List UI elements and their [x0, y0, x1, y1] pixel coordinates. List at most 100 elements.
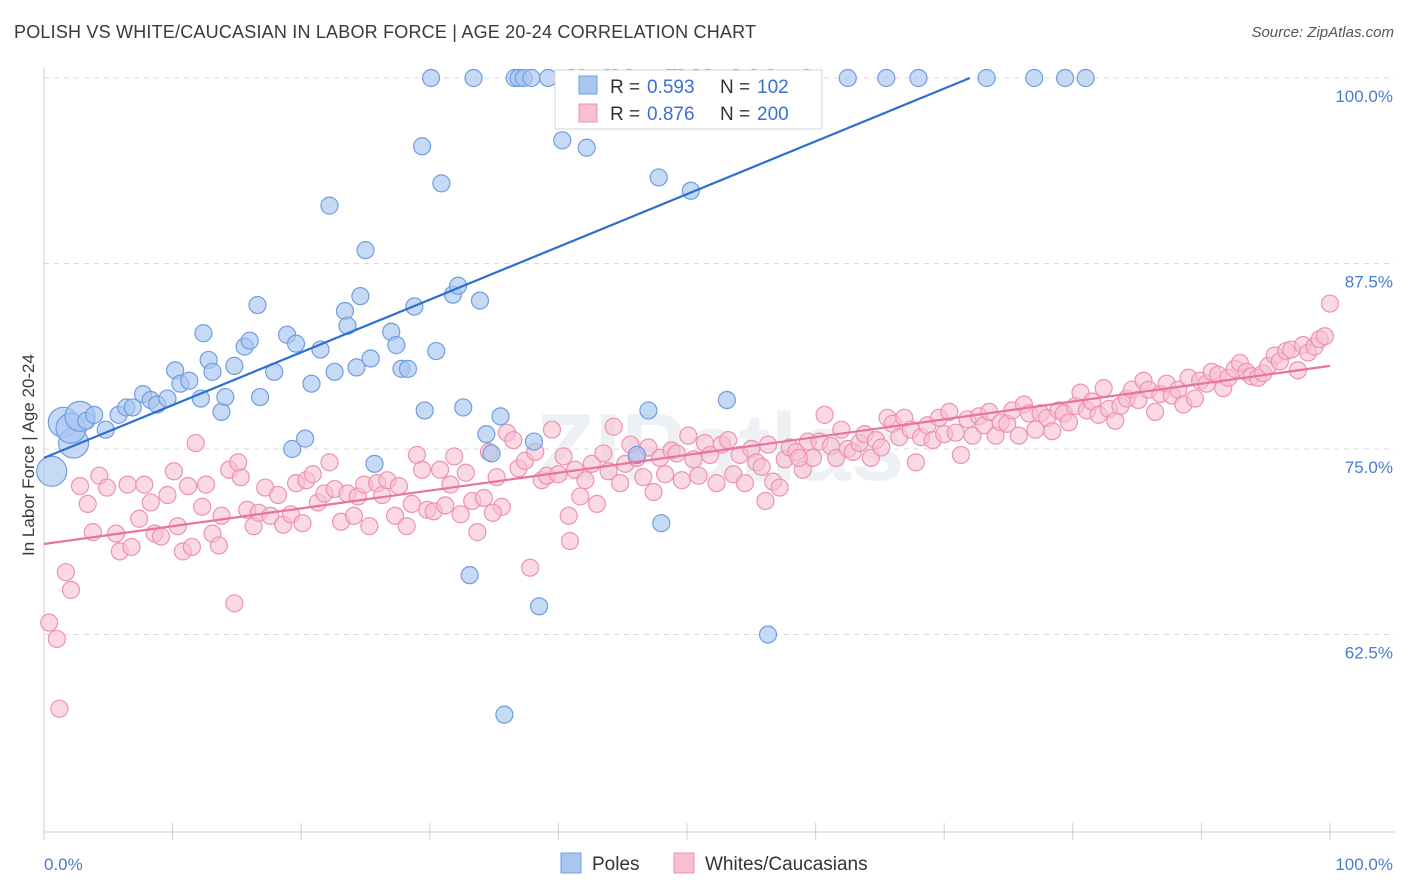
whites-point: [735, 474, 754, 493]
whites-point: [504, 430, 523, 450]
whites-point: [789, 448, 808, 468]
poles-point: [553, 131, 572, 150]
legend-whites-swatch: [578, 103, 598, 123]
x-tick-labels: 0.0% 100.0%: [44, 855, 1393, 874]
poles-point: [283, 439, 302, 459]
poles-point: [838, 68, 857, 88]
whites-point: [752, 457, 771, 476]
whites-point: [576, 471, 595, 490]
whites-point: [385, 506, 405, 525]
whites-point: [756, 491, 775, 511]
whites-point: [560, 531, 580, 551]
whites-point: [451, 505, 470, 524]
whites-point: [130, 509, 149, 528]
whites-point: [594, 444, 613, 463]
whites-point: [70, 477, 90, 496]
whites-point: [456, 463, 475, 482]
whites-point: [1094, 379, 1113, 398]
chart-title: POLISH VS WHITE/CAUCASIAN IN LABOR FORCE…: [14, 22, 757, 42]
grid-layer: [44, 77, 1395, 635]
poles-point: [250, 387, 270, 407]
x-tick-label: 100.0%: [1335, 855, 1393, 874]
poles-point: [180, 371, 199, 390]
whites-point: [397, 517, 416, 536]
whites-point: [940, 402, 959, 421]
whites-point: [344, 506, 364, 525]
poles-point: [412, 137, 432, 156]
whites-point: [47, 629, 66, 649]
whites-point: [441, 475, 460, 494]
poles-point: [216, 387, 235, 407]
poles-point: [248, 295, 267, 315]
poles-point: [877, 68, 896, 88]
poles-point: [320, 196, 339, 215]
whites-point: [1320, 294, 1340, 313]
whites-point: [719, 430, 738, 450]
whites-point: [231, 468, 250, 487]
poles-point: [212, 402, 231, 421]
whites-point: [303, 465, 322, 484]
poles-point: [432, 174, 451, 193]
whites-point: [963, 426, 982, 445]
poles-point: [758, 625, 778, 644]
whites-point: [61, 580, 81, 600]
poles-point: [577, 138, 596, 157]
poles-point: [477, 425, 496, 444]
poles-point: [398, 359, 418, 378]
poles-point: [225, 356, 244, 375]
poles-point: [495, 705, 514, 724]
whites-point: [587, 494, 607, 514]
poles-point: [351, 287, 370, 306]
whites-point: [178, 477, 198, 496]
poles-point: [361, 349, 380, 368]
whites-point: [209, 536, 228, 555]
whites-point: [445, 447, 464, 466]
whites-point: [1009, 426, 1028, 445]
poles-trendline: [43, 76, 971, 459]
whites-point: [402, 494, 421, 514]
poles-point: [387, 336, 406, 355]
whites-point: [40, 613, 59, 632]
poles-point: [460, 566, 479, 585]
poles-point: [295, 429, 315, 448]
whites-point: [436, 496, 455, 515]
whites-point: [193, 497, 212, 516]
poles-point: [203, 362, 222, 381]
whites-point: [770, 478, 789, 497]
bottom-legend-poles-swatch: [560, 852, 582, 874]
whites-point: [122, 537, 141, 557]
whites-point: [521, 558, 540, 577]
legend-row1-r-label: R =: [610, 77, 640, 98]
y-tick-label: 62.5%: [1345, 644, 1393, 663]
poles-point: [85, 405, 104, 424]
whites-point: [118, 475, 137, 494]
whites-point: [360, 517, 379, 536]
whites-point: [196, 475, 216, 494]
poles-point: [652, 514, 671, 533]
whites-point: [571, 487, 590, 506]
whites-point: [656, 465, 675, 484]
whites-point: [689, 466, 708, 485]
whites-point: [151, 527, 171, 546]
whites-point: [186, 433, 205, 453]
poles-point: [491, 407, 510, 426]
whites-point: [1146, 402, 1165, 421]
poles-point: [1076, 68, 1095, 88]
source-label: Source: ZipAtlas.com: [1251, 24, 1394, 41]
poles-point: [347, 358, 366, 377]
whites-point: [832, 420, 851, 439]
poles-point: [524, 432, 544, 451]
poles-point: [464, 68, 483, 88]
poles-point: [522, 68, 541, 88]
whites-point: [164, 462, 183, 481]
poles-point: [123, 398, 142, 417]
whites-point: [644, 482, 663, 502]
whites-point: [97, 478, 117, 497]
poles-point: [240, 331, 259, 350]
whites-point: [667, 444, 686, 463]
poles-point: [470, 291, 490, 310]
poles-point: [421, 68, 441, 88]
legend-row1-r-value: 0.593: [647, 77, 695, 98]
poles-point: [649, 168, 668, 187]
